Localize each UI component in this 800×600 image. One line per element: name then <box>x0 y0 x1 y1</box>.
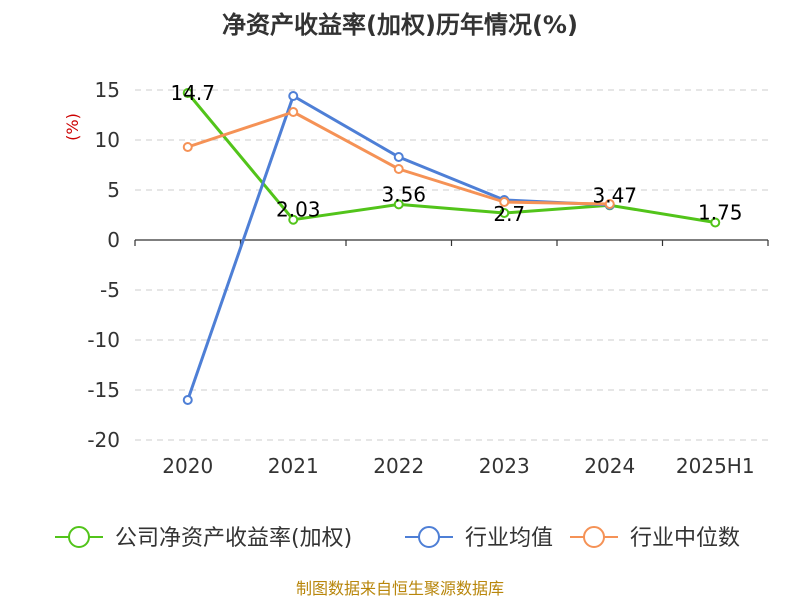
legend-label: 行业中位数 <box>630 526 740 551</box>
series-line-1 <box>186 94 610 401</box>
source-note: 制图数据来自恒生聚源数据库 <box>296 579 504 598</box>
legend-label: 行业均值 <box>465 526 553 551</box>
series-layer <box>182 88 721 405</box>
y-tick-label: -10 <box>87 328 120 352</box>
data-point <box>499 208 510 218</box>
legend-marker <box>583 526 605 548</box>
data-point <box>182 88 193 98</box>
data-point <box>604 199 615 209</box>
series-line-0 <box>186 92 716 224</box>
legend-marker <box>418 526 440 548</box>
data-point <box>393 199 404 210</box>
data-point <box>393 164 404 174</box>
y-tick-label: -20 <box>87 428 120 452</box>
data-point <box>288 91 299 101</box>
legend-label: 公司净资产收益率(加权) <box>115 526 352 551</box>
data-point <box>288 107 299 117</box>
y-tick-label: 5 <box>107 178 120 202</box>
data-point <box>710 217 721 228</box>
data-point <box>288 214 299 225</box>
data-label: 1.75 <box>698 201 743 225</box>
x-tick-label: 2024 <box>584 454 635 478</box>
x-tick-label: 2021 <box>268 454 319 478</box>
data-label: 3.47 <box>592 183 637 207</box>
y-tick-label: -15 <box>87 378 120 402</box>
axis-layer: 15 10 5 0 -5 -10 -15 -20 2020 2021 2022 2023 2024 202… <box>87 78 769 478</box>
data-label: 3.56 <box>381 182 426 206</box>
y-tick-label: -5 <box>100 278 120 302</box>
legend: 公司净资产收益率(加权) 行业均值 行业中位数 <box>55 526 740 551</box>
y-tick-label: 15 <box>95 78 120 102</box>
x-tick-label: 2020 <box>162 454 213 478</box>
chart-title: 净资产收益率(加权)历年情况(%) <box>222 11 578 39</box>
data-point <box>182 395 193 405</box>
y-tick-label: 10 <box>95 128 120 152</box>
data-point <box>393 152 404 162</box>
data-label: 2.7 <box>493 202 525 226</box>
x-tick-label: 2023 <box>479 454 530 478</box>
y-axis-label: (%) <box>63 113 82 141</box>
data-label-layer: 14.7 2.03 3.56 2.7 3.47 1.75 <box>170 81 742 226</box>
x-tick-label: 2022 <box>373 454 424 478</box>
x-tick-label: 2025H1 <box>676 454 755 478</box>
data-label: 14.7 <box>170 81 215 105</box>
data-label: 2.03 <box>276 198 321 222</box>
legend-marker <box>68 526 90 548</box>
y-tick-label: 0 <box>107 228 120 252</box>
data-point <box>182 142 193 152</box>
data-point <box>499 197 510 207</box>
